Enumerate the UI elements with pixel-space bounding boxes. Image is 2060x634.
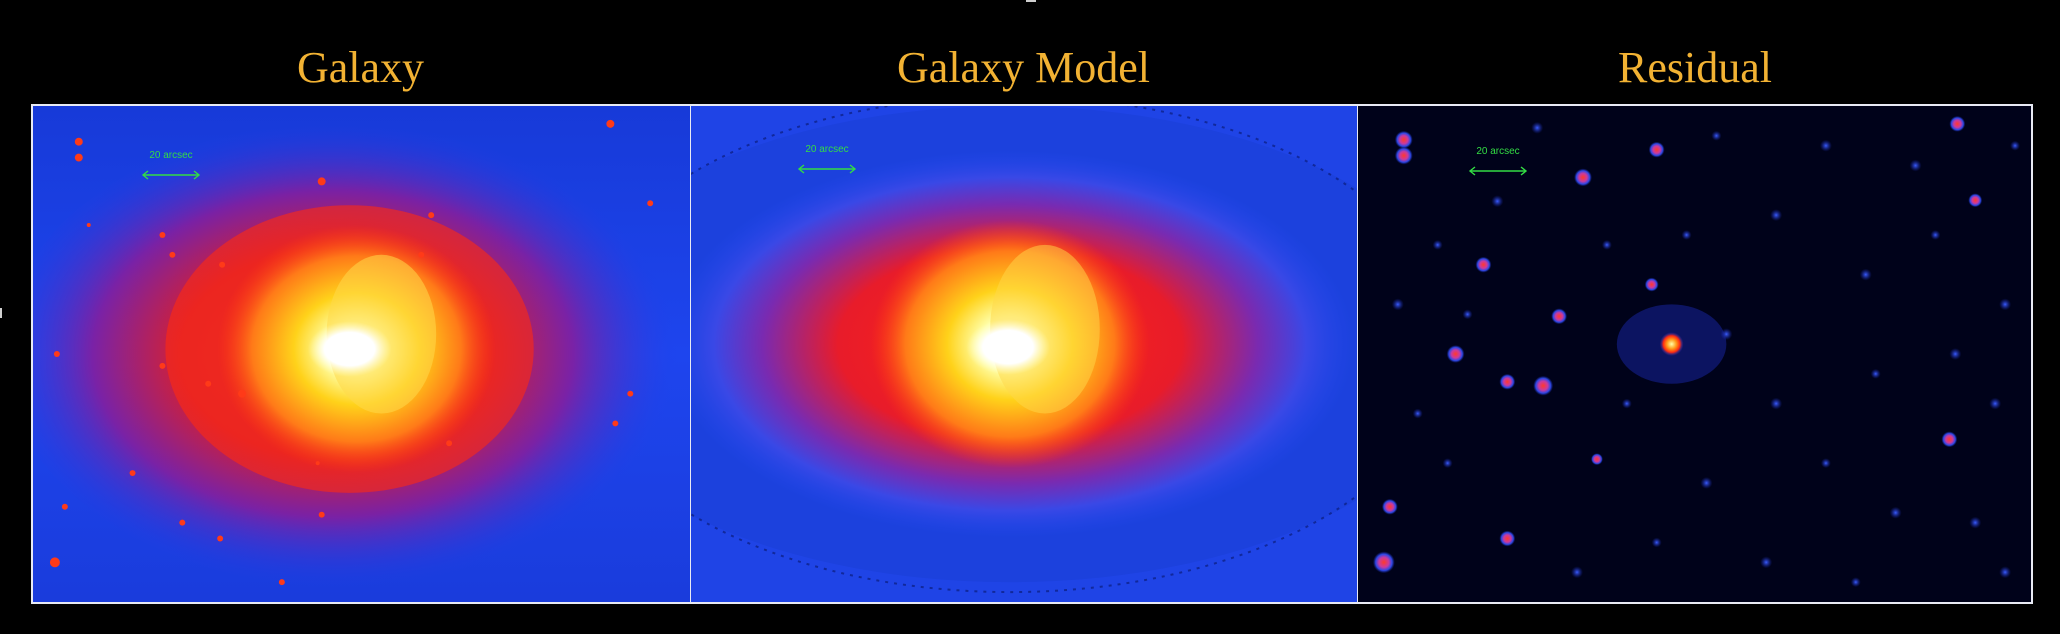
residual-faint-sources bbox=[1391, 121, 2021, 588]
scale-bar: 20 arcsec bbox=[141, 150, 201, 180]
left-edge-tick bbox=[0, 308, 2, 318]
scale-bar: 20 arcsec bbox=[1468, 146, 1528, 176]
top-edge-tick bbox=[1026, 0, 1036, 2]
double-arrow-icon bbox=[141, 170, 201, 180]
panel-title-galaxy: Galaxy bbox=[296, 43, 425, 92]
double-arrow-icon bbox=[1468, 166, 1528, 176]
galaxy-model-image bbox=[691, 106, 1358, 602]
double-arrow-icon bbox=[797, 164, 857, 174]
residual-panel: 20 arcsec bbox=[1357, 104, 2033, 604]
residual-image bbox=[1358, 106, 2031, 602]
scale-bar-label: 20 arcsec bbox=[805, 144, 849, 155]
residual-core bbox=[1659, 332, 1684, 356]
residual-bright-sources bbox=[1372, 115, 1983, 574]
galaxy-image bbox=[33, 106, 691, 602]
scale-bar-label: 20 arcsec bbox=[1476, 146, 1520, 157]
galaxy-point-sources bbox=[49, 119, 654, 586]
galaxy-image-panel: 20 arcsec bbox=[31, 104, 692, 604]
scale-bar-label: 20 arcsec bbox=[149, 150, 193, 161]
panel-title-galaxy-model: Galaxy Model bbox=[897, 43, 1150, 92]
scale-bar: 20 arcsec bbox=[797, 144, 857, 174]
galaxy-model-panel: 20 arcsec bbox=[690, 104, 1359, 604]
panel-title-residual: Residual bbox=[1618, 43, 1772, 92]
